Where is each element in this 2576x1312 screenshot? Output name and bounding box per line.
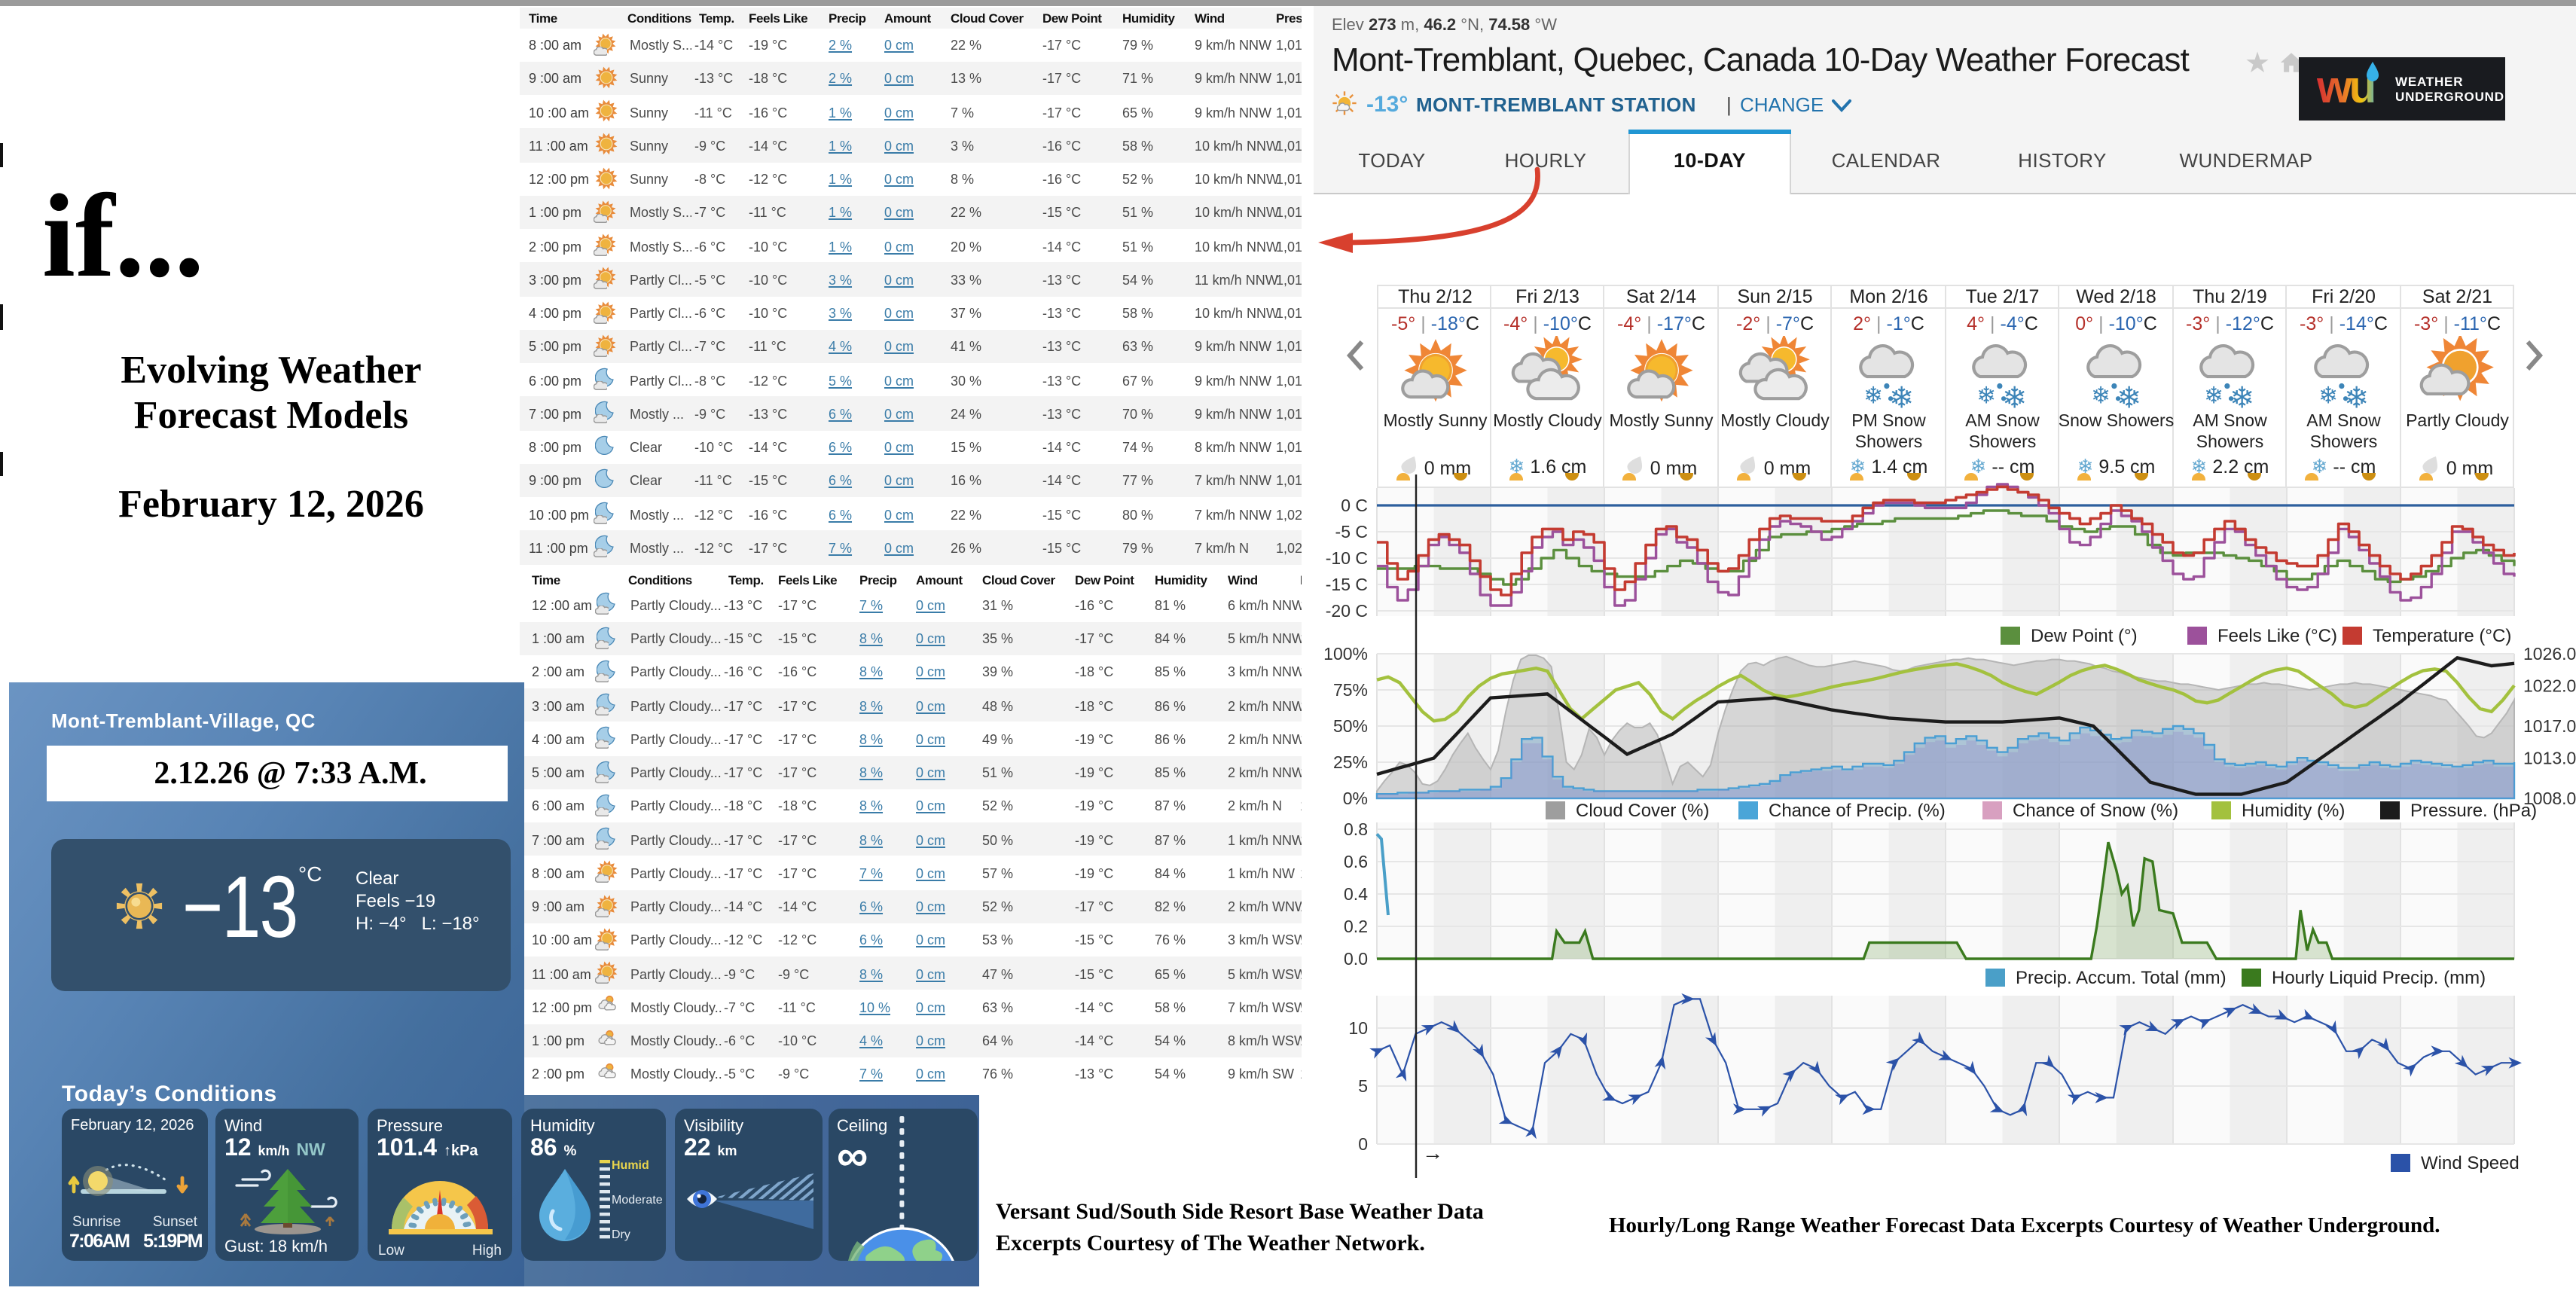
svg-text:0.2: 0.2 [1344,917,1368,936]
svg-text:10: 10 [1348,1018,1368,1038]
svg-text:❄: ❄ [2205,382,2224,408]
svg-text:Temperature (°C): Temperature (°C) [2373,626,2511,646]
svg-text:100%: 100% [1323,644,1368,664]
svg-text:❄: ❄ [2117,382,2141,414]
svg-text:0.8: 0.8 [1344,819,1368,839]
svg-text:1017.00: 1017.00 [2523,716,2576,736]
svg-text:❄: ❄ [2091,382,2111,408]
svg-text:0 C: 0 C [1341,496,1368,515]
svg-text:Chance of Snow (%): Chance of Snow (%) [2013,801,2178,821]
svg-text:1022.00: 1022.00 [2523,676,2576,696]
svg-text:❄: ❄ [1977,382,1997,408]
svg-text:0%: 0% [1343,789,1368,808]
svg-text:❄: ❄ [2318,382,2338,408]
svg-text:Cloud Cover (%): Cloud Cover (%) [1576,801,1709,821]
svg-text:-10 C: -10 C [1326,548,1368,568]
svg-text:0.0: 0.0 [1344,949,1368,969]
svg-text:-15 C: -15 C [1326,575,1368,594]
svg-text:50%: 50% [1333,716,1368,736]
svg-text:Humidity (%): Humidity (%) [2242,801,2345,821]
svg-text:0.4: 0.4 [1344,884,1368,904]
svg-text:Chance of Precip. (%): Chance of Precip. (%) [1769,801,1946,821]
svg-text:Feels Like (°C): Feels Like (°C) [2217,626,2337,646]
svg-text:5: 5 [1358,1076,1368,1096]
svg-text:❄: ❄ [2230,382,2255,414]
svg-text:❄: ❄ [2344,382,2369,414]
svg-text:Hourly Liquid Precip. (mm): Hourly Liquid Precip. (mm) [2272,968,2486,988]
svg-text:→: → [1422,1141,1443,1164]
svg-text:Precip. Accum. Total (mm): Precip. Accum. Total (mm) [2016,968,2227,988]
svg-text:25%: 25% [1333,752,1368,772]
svg-text:Pressure. (hPa): Pressure. (hPa) [2410,801,2537,821]
svg-text:1008.00: 1008.00 [2523,789,2576,808]
svg-text:0: 0 [1358,1134,1368,1154]
svg-text:1026.00: 1026.00 [2523,644,2576,664]
svg-text:❄: ❄ [2003,382,2028,414]
svg-text:-5 C: -5 C [1335,522,1368,542]
svg-text:❄: ❄ [1889,382,1914,414]
svg-text:Wind Speed: Wind Speed [2421,1153,2520,1173]
svg-text:Dew Point (°): Dew Point (°) [2031,626,2138,646]
svg-text:0.6: 0.6 [1344,852,1368,871]
svg-text:75%: 75% [1333,680,1368,700]
svg-text:❄: ❄ [1863,382,1883,408]
svg-text:1013.00: 1013.00 [2523,749,2576,768]
svg-text:-20 C: -20 C [1326,601,1368,621]
